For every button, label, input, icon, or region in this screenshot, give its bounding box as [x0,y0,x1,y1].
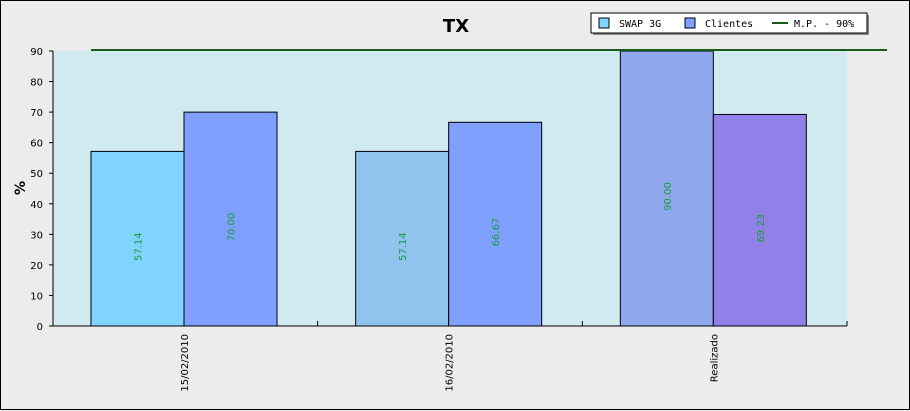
x-tick-label: 16/02/2010 [445,334,456,392]
chart-title: TX [443,16,469,37]
bar-value-label: 90.00 [663,182,674,211]
y-tick-label: 90 [30,47,43,58]
bar-clientes [448,121,543,327]
bar-value-label: 69.23 [756,214,767,243]
bar-swap3g [90,150,185,327]
y-tick-label: 30 [30,230,43,241]
x-tick-label: 15/02/2010 [180,334,191,392]
bar-swap3g [355,150,450,327]
y-tick-label: 20 [30,261,43,272]
bar-value-label: 66.67 [491,218,502,247]
bar-clientes [183,111,278,327]
y-tick-label: 60 [30,139,43,150]
bar-clientes [712,113,807,327]
legend: SWAP 3G Clientes M.P. - 90% [590,12,869,35]
legend-label: Clientes [705,19,753,30]
y-axis-label: % [13,181,29,195]
y-tick-label: 80 [30,78,43,89]
bar-value-label: 57.14 [398,232,409,261]
y-tick-label: 10 [30,291,43,302]
legend-label: SWAP 3G [619,19,661,30]
bar-value-label: 70.00 [227,213,238,242]
legend-swatch [684,17,696,29]
legend-label: M.P. - 90% [794,19,854,30]
y-tick-label: 70 [30,108,43,119]
y-tick-label: 40 [30,200,43,211]
legend-box [590,12,868,34]
legend-swatch [598,17,610,29]
bar-value-label: 57.14 [134,232,145,261]
x-tick-label: Realizado [709,334,720,382]
y-tick-label: 0 [37,322,43,333]
y-tick-label: 50 [30,169,43,180]
